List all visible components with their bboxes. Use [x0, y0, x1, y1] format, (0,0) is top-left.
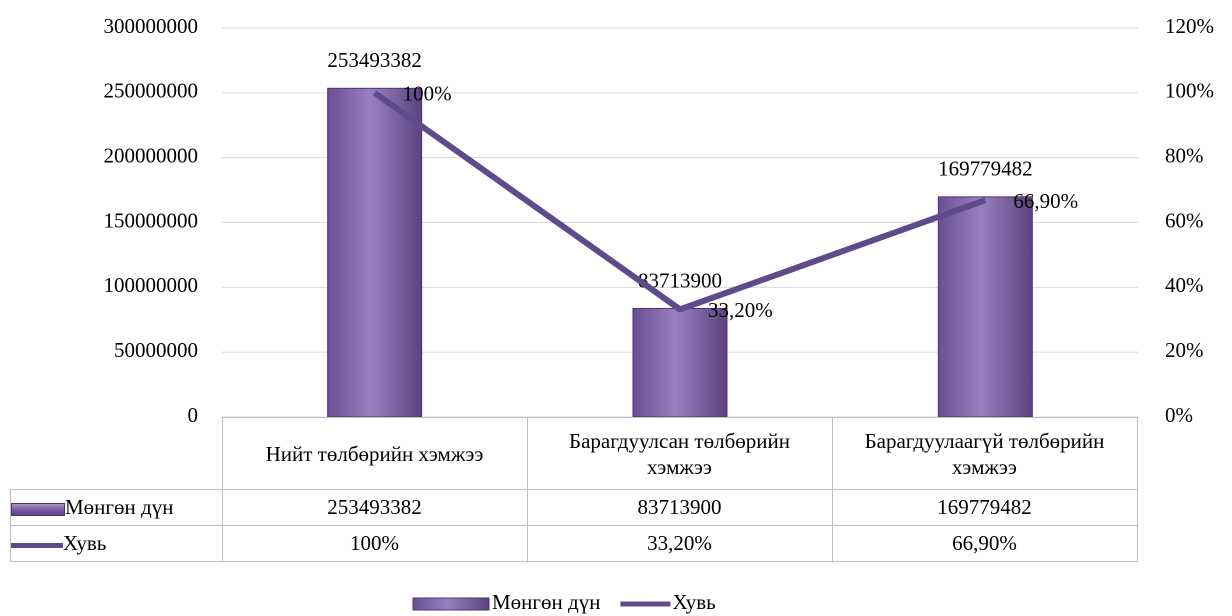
y-tick-label: 50000000 [114, 338, 198, 362]
table-cell: 33,20% [526, 525, 833, 562]
table-header-row: Нийт төлбөрийн хэмжээ Барагдуулсан төлбөр… [10, 417, 1138, 490]
y2-tick-label: 40% [1165, 273, 1204, 297]
table-row: Хувь 100% 33,20% 66,90% [10, 525, 1138, 562]
series-name: Мөнгөн дүн [65, 495, 174, 519]
table-key-cell: Хувь [10, 525, 223, 562]
line-series [372, 90, 987, 313]
table-header-cell: Барагдуулаагүй төлбөрийн хэмжээ [831, 417, 1138, 490]
category-label: Барагдуулсан төлбөрийн хэмжээ [569, 428, 790, 479]
table-key-cell: Мөнгөн дүн [10, 489, 223, 526]
bar [632, 307, 728, 418]
category-label: Нийт төлбөрийн хэмжээ [265, 441, 484, 466]
legend-key [11, 502, 65, 516]
table-header-cell: Нийт төлбөрийн хэмжээ [221, 417, 528, 490]
y2-tick-label: 120% [1165, 14, 1214, 38]
legend-label: Мөнгөн дүн [492, 590, 600, 614]
table-cell: 169779482 [831, 489, 1138, 526]
y-tick-label: 100000000 [104, 273, 199, 297]
legend-label: Хувь [672, 590, 715, 614]
table-cell: 253493382 [221, 489, 528, 526]
table-corner [10, 417, 223, 490]
data-table: Нийт төлбөрийн хэмжээ Барагдуулсан төлбөр… [10, 417, 1138, 562]
y-tick-label: 200000000 [104, 143, 199, 167]
series-name: Хувь [63, 531, 107, 555]
y2-tick-label: 80% [1165, 143, 1204, 167]
y-tick-label: 300000000 [104, 14, 199, 38]
bar [327, 87, 423, 418]
data-label: 100% [403, 82, 452, 106]
data-label: 66,90% [1013, 189, 1078, 213]
legend-key [412, 597, 490, 611]
y-tick-label: 250000000 [104, 79, 199, 103]
y2-tick-label: 0% [1165, 403, 1193, 427]
legend-key [11, 542, 63, 548]
table-cell: 100% [221, 525, 528, 562]
y-tick-label: 150000000 [104, 208, 199, 232]
category-label: Барагдуулаагүй төлбөрийн хэмжээ [864, 428, 1105, 479]
data-label: 253493382 [327, 48, 422, 72]
table-header-cell: Барагдуулсан төлбөрийн хэмжээ [526, 417, 833, 490]
y2-tick-label: 20% [1165, 338, 1204, 362]
table-cell: 83713900 [526, 489, 833, 526]
y2-tick-label: 100% [1165, 79, 1214, 103]
bar [937, 196, 1033, 418]
data-label: 169779482 [938, 157, 1033, 181]
y-tick-label: 0 [188, 403, 199, 427]
table-cell: 66,90% [831, 525, 1138, 562]
y2-tick-label: 60% [1165, 208, 1204, 232]
table-row: Мөнгөн дүн 253493382 83713900 169779482 [10, 489, 1138, 526]
data-label: 33,20% [708, 298, 773, 322]
